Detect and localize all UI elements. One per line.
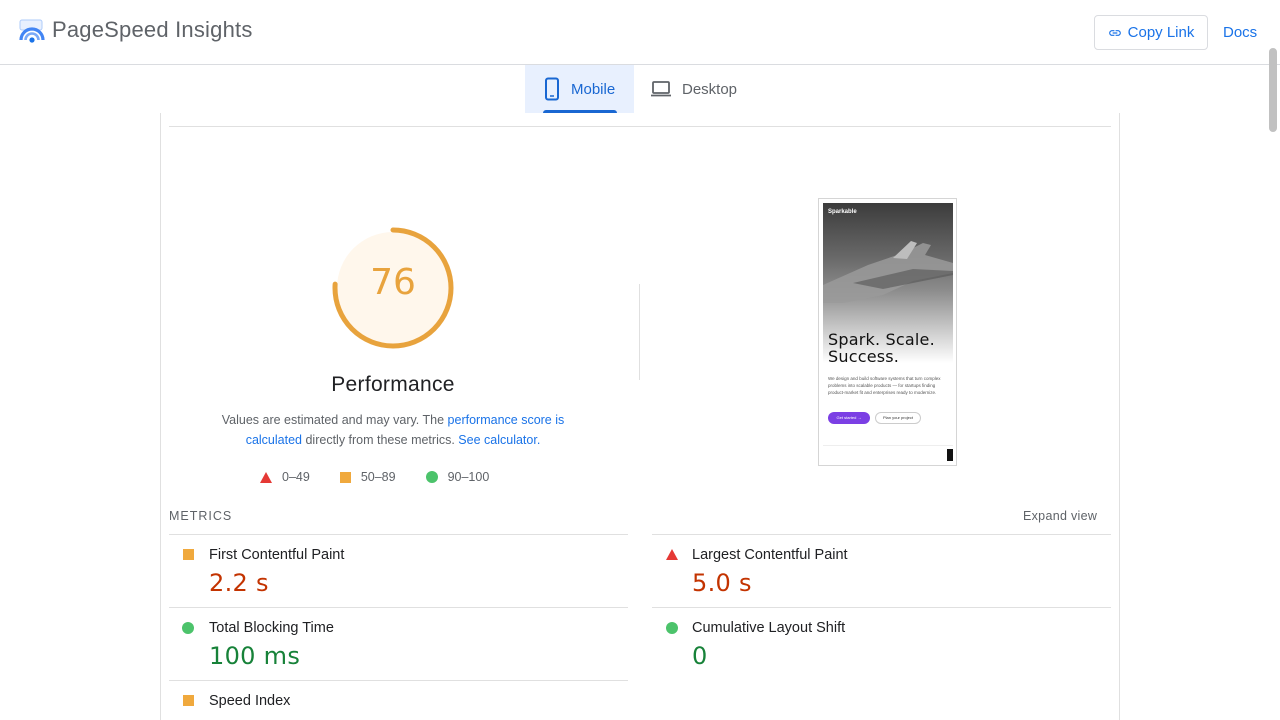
headline-line: Success.: [828, 347, 900, 366]
score-arc: [332, 227, 454, 349]
orange-square-icon: [183, 695, 194, 706]
app-title: PageSpeed Insights: [52, 17, 253, 42]
legend-item-pass: 90–100: [425, 470, 490, 484]
screenshot-secondary-cta: Plan your project: [875, 412, 921, 424]
docs-link[interactable]: Docs: [1223, 24, 1258, 41]
divider: [652, 607, 1111, 608]
performance-title: Performance: [331, 373, 455, 396]
divider: [169, 126, 1111, 127]
laptop-icon: [651, 81, 671, 97]
screenshot-primary-cta: Get started →: [828, 412, 870, 424]
score-legend: 0–49 50–89 90–100: [260, 470, 519, 484]
metric-value-fcp: 2.2 s: [209, 569, 269, 597]
copy-link-button[interactable]: Copy Link: [1094, 15, 1208, 50]
expand-view-toggle[interactable]: Expand view: [1023, 509, 1098, 523]
screenshot-footer: [823, 445, 953, 461]
tab-desktop[interactable]: Desktop: [634, 65, 753, 113]
green-circle-icon: [425, 471, 438, 483]
copy-link-label: Copy Link: [1127, 24, 1195, 41]
final-screenshot[interactable]: Sparkable Spark. Scale. Success. We desi…: [818, 198, 957, 466]
orange-square-icon: [183, 549, 194, 560]
legend-label: 0–49: [282, 470, 310, 484]
performance-score: 76: [370, 262, 416, 303]
tab-mobile-label: Mobile: [571, 80, 616, 98]
screenshot-headline: Spark. Scale. Success.: [828, 331, 935, 365]
metrics-title: METRICS: [169, 509, 233, 523]
tab-mobile[interactable]: Mobile: [525, 65, 634, 113]
report-container: [160, 113, 1120, 720]
tab-desktop-label: Desktop: [682, 80, 738, 98]
divider: [652, 534, 1111, 535]
metric-label-lcp: Largest Contentful Paint: [692, 547, 848, 563]
pagespeed-logo-icon: [19, 19, 45, 43]
hero-image: [823, 203, 953, 363]
red-triangle-icon: [666, 549, 678, 560]
legend-label: 90–100: [447, 470, 490, 484]
red-triangle-icon: [260, 471, 272, 483]
desc-text-2: directly from these metrics.: [302, 433, 459, 447]
app-header: PageSpeed Insights Copy Link Docs: [0, 0, 1280, 65]
green-circle-icon: [666, 622, 678, 634]
see-calculator-link[interactable]: See calculator.: [458, 433, 541, 447]
metric-value-tbt: 100 ms: [209, 642, 301, 670]
performance-score-gauge: [332, 227, 454, 349]
metric-label-speed-index: Speed Index: [209, 693, 291, 709]
divider: [169, 680, 628, 681]
screenshot-brand: Sparkable: [828, 209, 857, 215]
jet-image-icon: [823, 241, 953, 303]
metric-label-cls: Cumulative Layout Shift: [692, 620, 846, 636]
metric-label-fcp: First Contentful Paint: [209, 547, 345, 563]
performance-score-link[interactable]: performance score is calculated: [245, 413, 565, 447]
metric-value-lcp: 5.0 s: [692, 569, 752, 597]
green-circle-icon: [182, 622, 194, 634]
page-scrollbar[interactable]: [1269, 48, 1277, 132]
desc-text-1: Values are estimated and may vary. The: [221, 413, 448, 427]
divider: [169, 534, 628, 535]
screenshot-body: We design and build software systems tha…: [828, 376, 941, 395]
score-description: Values are estimated and may vary. The p…: [208, 410, 578, 450]
link-icon: [1108, 29, 1121, 36]
orange-square-icon: [339, 471, 351, 483]
smartphone-icon: [545, 77, 559, 101]
divider: [169, 607, 628, 608]
headline-line: Spark. Scale.: [828, 330, 935, 349]
legend-item-fail: 0–49: [260, 470, 310, 484]
screenshot-footer-block: [947, 449, 953, 461]
legend-item-average: 50–89: [339, 470, 396, 484]
device-tabs: Mobile Desktop: [525, 65, 753, 113]
metric-value-cls: 0: [692, 642, 708, 670]
divider: [639, 284, 640, 380]
metric-label-tbt: Total Blocking Time: [209, 620, 334, 636]
screenshot-page: Sparkable Spark. Scale. Success. We desi…: [823, 203, 953, 461]
legend-label: 50–89: [360, 470, 396, 484]
